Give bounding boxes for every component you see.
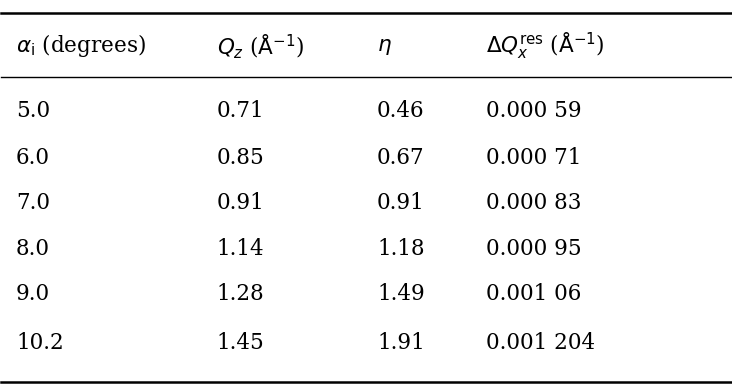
- Text: 1.18: 1.18: [377, 238, 425, 259]
- Text: 6.0: 6.0: [16, 147, 50, 169]
- Text: 0.46: 0.46: [377, 100, 425, 123]
- Text: $Q_z$ ($\mathrm{\AA}^{-1}$): $Q_z$ ($\mathrm{\AA}^{-1}$): [217, 32, 304, 60]
- Text: 0.91: 0.91: [377, 192, 425, 214]
- Text: 10.2: 10.2: [16, 332, 64, 354]
- Text: 8.0: 8.0: [16, 238, 50, 259]
- Text: 0.67: 0.67: [377, 147, 425, 169]
- Text: 0.000 59: 0.000 59: [486, 100, 582, 123]
- Text: 5.0: 5.0: [16, 100, 50, 123]
- Text: 1.45: 1.45: [217, 332, 264, 354]
- Text: $\alpha_\mathrm{i}$ (degrees): $\alpha_\mathrm{i}$ (degrees): [16, 32, 146, 59]
- Text: 0.91: 0.91: [217, 192, 264, 214]
- Text: 0.001 06: 0.001 06: [486, 283, 582, 305]
- Text: 1.28: 1.28: [217, 283, 264, 305]
- Text: 9.0: 9.0: [16, 283, 50, 305]
- Text: 1.14: 1.14: [217, 238, 264, 259]
- Text: 1.49: 1.49: [377, 283, 425, 305]
- Text: 0.000 95: 0.000 95: [486, 238, 582, 259]
- Text: 0.000 83: 0.000 83: [486, 192, 582, 214]
- Text: $\Delta Q_x^\mathrm{res}$ ($\mathrm{\AA}^{-1}$): $\Delta Q_x^\mathrm{res}$ ($\mathrm{\AA}…: [486, 30, 605, 61]
- Text: 0.001 204: 0.001 204: [486, 332, 595, 354]
- Text: 0.85: 0.85: [217, 147, 264, 169]
- Text: 0.000 71: 0.000 71: [486, 147, 582, 169]
- Text: 0.71: 0.71: [217, 100, 264, 123]
- Text: 1.91: 1.91: [377, 332, 425, 354]
- Text: 7.0: 7.0: [16, 192, 50, 214]
- Text: $\eta$: $\eta$: [377, 35, 392, 57]
